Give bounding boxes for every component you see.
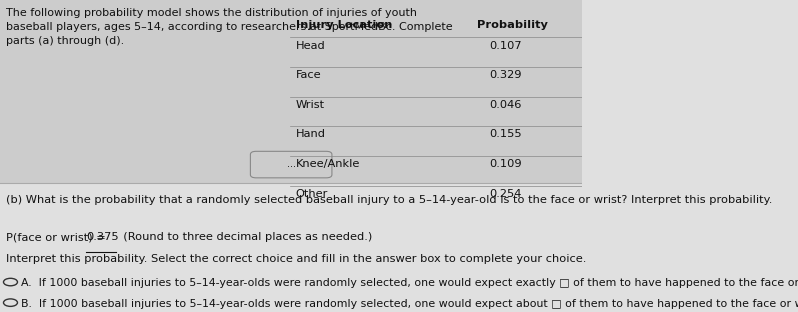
Text: 0.329: 0.329 <box>489 70 522 80</box>
FancyBboxPatch shape <box>0 0 583 183</box>
Text: Knee/Ankle: Knee/Ankle <box>296 159 360 169</box>
FancyBboxPatch shape <box>0 183 583 312</box>
Text: Hand: Hand <box>296 129 326 139</box>
Text: 0.375: 0.375 <box>86 232 119 242</box>
Text: 0.107: 0.107 <box>489 41 522 51</box>
Text: 0.046: 0.046 <box>489 100 522 110</box>
Text: ...: ... <box>286 159 295 169</box>
Text: Injury Location: Injury Location <box>296 20 392 30</box>
Text: 0.254: 0.254 <box>489 189 522 199</box>
Text: 0.155: 0.155 <box>489 129 522 139</box>
FancyBboxPatch shape <box>251 151 332 178</box>
Text: (Round to three decimal places as needed.): (Round to three decimal places as needed… <box>117 232 373 242</box>
Text: Face: Face <box>296 70 322 80</box>
Text: Interpret this probability. Select the correct choice and fill in the answer box: Interpret this probability. Select the c… <box>6 254 587 264</box>
Text: A.  If 1000 baseball injuries to 5–14-year-olds were randomly selected, one woul: A. If 1000 baseball injuries to 5–14-yea… <box>21 278 798 288</box>
Text: The following probability model shows the distribution of injuries of youth
base: The following probability model shows th… <box>6 8 452 46</box>
Text: Other: Other <box>296 189 328 199</box>
Text: 0.109: 0.109 <box>489 159 522 169</box>
Text: (b) What is the probability that a randomly selected baseball injury to a 5–14-y: (b) What is the probability that a rando… <box>6 195 772 205</box>
Text: P(face or wrist) =: P(face or wrist) = <box>6 232 109 242</box>
Text: Head: Head <box>296 41 326 51</box>
Text: Probability: Probability <box>477 20 548 30</box>
Text: Wrist: Wrist <box>296 100 325 110</box>
Text: B.  If 1000 baseball injuries to 5–14-year-olds were randomly selected, one woul: B. If 1000 baseball injuries to 5–14-yea… <box>21 299 798 309</box>
